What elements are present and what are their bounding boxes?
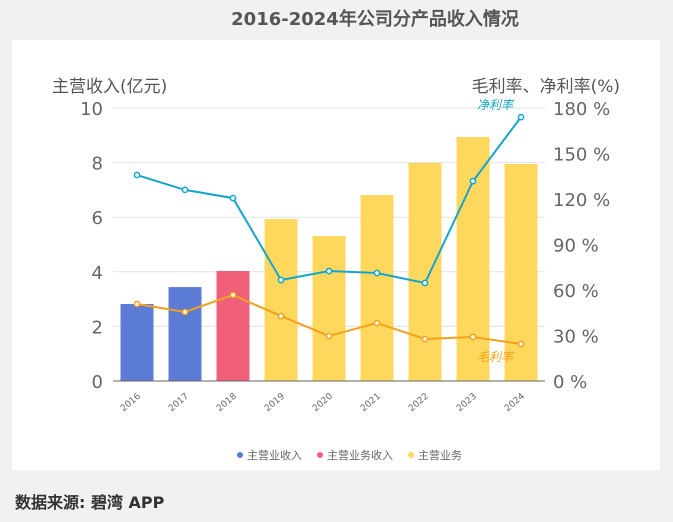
chart-title: 2016-2024年公司分产品收入情况 bbox=[231, 9, 519, 30]
line-point bbox=[181, 308, 189, 316]
line-point bbox=[373, 269, 381, 277]
y-tick-left: 0 bbox=[92, 372, 103, 393]
y-tick-right: 90 % bbox=[553, 236, 599, 257]
x-tick: 2017 bbox=[167, 392, 191, 414]
line-end-label: 毛利率 bbox=[477, 350, 515, 364]
y-tick-left: 2 bbox=[92, 317, 103, 338]
bar bbox=[504, 163, 538, 381]
x-tick: 2020 bbox=[311, 391, 335, 414]
line-point bbox=[517, 113, 525, 121]
x-tick: 2021 bbox=[359, 392, 383, 414]
bar bbox=[456, 136, 490, 381]
x-tick: 2019 bbox=[263, 391, 287, 414]
y-tick-right: 0 % bbox=[553, 372, 587, 393]
bar bbox=[264, 219, 298, 381]
line-point bbox=[469, 333, 477, 341]
y-tick-right: 60 % bbox=[553, 281, 599, 302]
y-tick-right: 150 % bbox=[553, 145, 610, 166]
line-point bbox=[133, 300, 141, 308]
legend-label: 主营业务收入 bbox=[327, 448, 393, 462]
line-point bbox=[229, 194, 237, 202]
y-tick-left: 8 bbox=[92, 154, 103, 175]
line-end-label: 净利率 bbox=[477, 98, 515, 112]
bar bbox=[408, 162, 442, 381]
y-tick-right: 180 % bbox=[553, 99, 610, 120]
x-tick: 2018 bbox=[215, 391, 239, 414]
line-point bbox=[325, 332, 333, 340]
legend-marker bbox=[408, 452, 414, 458]
y-tick-left: 10 bbox=[80, 99, 103, 120]
line-point bbox=[277, 276, 285, 284]
y-tick-right: 120 % bbox=[553, 190, 610, 211]
bar bbox=[168, 287, 202, 381]
line-point bbox=[181, 186, 189, 194]
line-point bbox=[133, 171, 141, 179]
bar bbox=[216, 270, 250, 381]
line-point bbox=[277, 312, 285, 320]
data-source: 数据来源: 碧湾 APP bbox=[15, 493, 165, 512]
bar bbox=[360, 195, 394, 381]
y-tick-left: 6 bbox=[92, 208, 103, 229]
y-axis-right-label: 毛利率、净利率(%) bbox=[472, 77, 620, 97]
line-point bbox=[325, 267, 333, 275]
legend-label: 主营业收入 bbox=[247, 448, 302, 462]
line-point bbox=[469, 177, 477, 185]
line-point bbox=[421, 279, 429, 287]
x-tick: 2016 bbox=[119, 391, 143, 414]
x-tick: 2022 bbox=[407, 392, 431, 414]
y-tick-right: 30 % bbox=[553, 327, 599, 348]
line-point bbox=[373, 319, 381, 327]
x-tick: 2024 bbox=[503, 391, 527, 414]
line-point bbox=[421, 335, 429, 343]
y-axis-left-label: 主营收入(亿元) bbox=[52, 77, 167, 97]
x-tick: 2023 bbox=[455, 392, 479, 414]
legend-label: 主营业务 bbox=[418, 448, 462, 462]
legend-marker bbox=[237, 452, 243, 458]
y-tick-left: 4 bbox=[92, 263, 103, 284]
bar bbox=[312, 236, 346, 381]
bar bbox=[120, 304, 154, 381]
line-point bbox=[229, 291, 237, 299]
line-point bbox=[517, 340, 525, 348]
legend-marker bbox=[317, 452, 323, 458]
